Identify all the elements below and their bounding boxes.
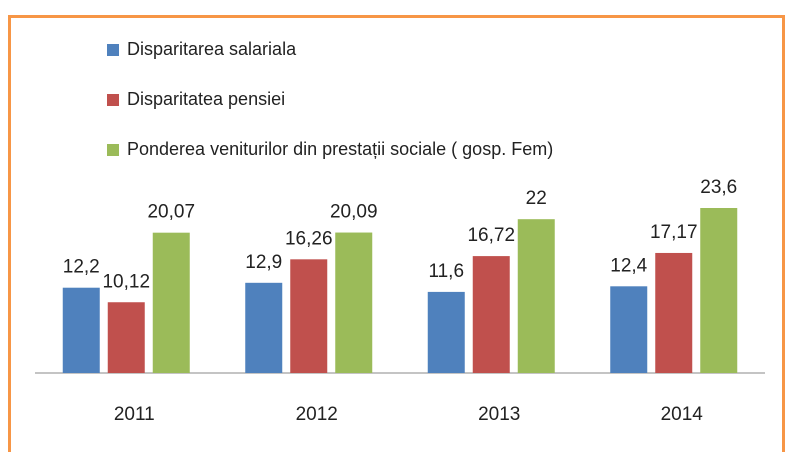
value-label: 20,09 <box>330 202 378 223</box>
x-tick-label: 2012 <box>296 404 338 425</box>
frame <box>8 15 785 452</box>
bar <box>472 256 510 373</box>
bar <box>427 291 465 373</box>
value-label: 12,2 <box>63 257 100 278</box>
legend-label: Disparitarea salariala <box>127 39 297 59</box>
legend-label: Ponderea veniturilor din prestații socia… <box>127 139 553 159</box>
value-label: 12,4 <box>610 255 647 276</box>
value-label: 17,17 <box>650 222 698 243</box>
value-label: 11,6 <box>428 261 464 282</box>
value-label: 16,26 <box>285 228 333 249</box>
bar <box>655 252 693 373</box>
x-tick-label: 2014 <box>661 404 704 425</box>
bar <box>335 232 373 373</box>
bar <box>107 302 145 373</box>
value-label: 10,12 <box>102 271 150 292</box>
bar <box>245 282 283 373</box>
bar <box>610 286 648 373</box>
value-label: 22 <box>526 188 547 209</box>
value-label: 16,72 <box>467 225 515 246</box>
bar <box>290 259 328 373</box>
value-label: 12,9 <box>245 252 282 273</box>
x-tick-label: 2013 <box>478 404 520 425</box>
x-tick-label: 2011 <box>114 404 155 425</box>
legend-swatch <box>107 144 119 156</box>
bar <box>62 287 100 373</box>
value-label: 23,6 <box>700 177 737 198</box>
bar <box>517 219 555 373</box>
value-label: 20,07 <box>147 202 195 223</box>
legend-swatch <box>107 44 119 56</box>
bar <box>700 208 738 373</box>
legend-label: Disparitatea pensiei <box>127 89 285 109</box>
legend-swatch <box>107 94 119 106</box>
bar <box>152 232 190 373</box>
